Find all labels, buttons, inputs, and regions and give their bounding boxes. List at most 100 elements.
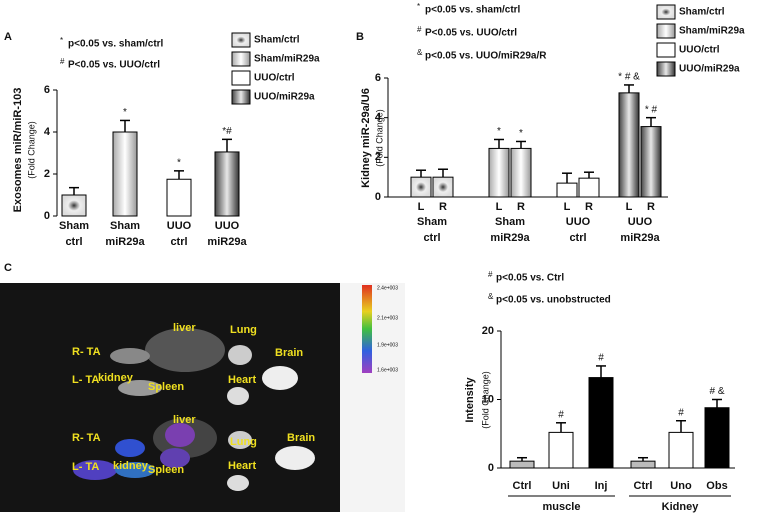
legend-swatch bbox=[656, 61, 676, 77]
x-tick-label: ctrl bbox=[423, 232, 440, 244]
bar-sub-label: L bbox=[564, 201, 571, 213]
bar-sub-label: R bbox=[647, 201, 655, 213]
significance: * bbox=[497, 126, 501, 137]
image-label: L- TA bbox=[72, 461, 99, 473]
significance: * bbox=[519, 128, 523, 139]
significance: # & bbox=[709, 386, 724, 397]
x-tick-label: ctrl bbox=[569, 232, 586, 244]
note-mark: & bbox=[417, 48, 423, 57]
legend-swatch bbox=[231, 32, 251, 48]
image-label: Brain bbox=[287, 432, 315, 444]
chart: 0 10 20 Intensity (Fold Change) # p<0.05 vs. C… bbox=[464, 270, 735, 513]
legend-label: UUO/miR29a bbox=[254, 92, 315, 103]
y-tick-label: 6 bbox=[375, 72, 381, 84]
x-tick-label: miR29a bbox=[490, 232, 530, 244]
x-tick-label: ctrl bbox=[65, 236, 82, 248]
note-mark: # bbox=[417, 25, 422, 34]
note-mark: & bbox=[488, 292, 494, 301]
bar bbox=[61, 194, 87, 217]
x-tick-label: ctrl bbox=[170, 236, 187, 248]
x-tick-label: Obs bbox=[706, 480, 727, 492]
bar bbox=[588, 377, 614, 469]
significance: # bbox=[558, 409, 564, 420]
bar bbox=[112, 131, 138, 217]
chart: 0 2 4 6 Exosomes miR/miR-103 (Fold Change) * p<… bbox=[12, 32, 320, 248]
y-tick-label: 2 bbox=[375, 151, 381, 163]
significance: # bbox=[598, 353, 604, 364]
significance: * # bbox=[645, 104, 658, 115]
bar bbox=[488, 147, 510, 198]
legend-swatch bbox=[656, 23, 676, 39]
y-tick-label: 2 bbox=[44, 168, 50, 180]
image-label: liver bbox=[173, 322, 196, 334]
x-tick-label: Uni bbox=[552, 480, 570, 492]
bar-sub-label: R bbox=[439, 201, 447, 213]
note: P<0.05 vs. UUO/ctrl bbox=[425, 28, 517, 39]
image-label: R- TA bbox=[72, 432, 101, 444]
note: p<0.05 vs. sham/ctrl bbox=[425, 5, 521, 16]
y-axis-label: Exosomes miR/miR-103 bbox=[12, 88, 24, 213]
panel-label: B bbox=[356, 31, 364, 43]
legend-label: Sham/miR29a bbox=[254, 54, 320, 65]
x-tick-label: UUO bbox=[628, 216, 653, 228]
legend-label: UUO/ctrl bbox=[679, 45, 720, 56]
image-label: Heart bbox=[228, 460, 256, 472]
y-axis-sublabel: (Fold Change) bbox=[374, 109, 384, 167]
x-tick-label: UUO bbox=[167, 220, 192, 232]
note: p<0.05 vs. unobstructed bbox=[496, 295, 611, 306]
x-tick-label: miR29a bbox=[620, 232, 660, 244]
note: p<0.05 vs. Ctrl bbox=[496, 273, 564, 284]
image-label: Lung bbox=[230, 436, 257, 448]
image-label: kidney bbox=[113, 460, 149, 472]
bar bbox=[704, 407, 730, 469]
legend-swatch bbox=[231, 51, 251, 67]
significance: * # & bbox=[618, 72, 640, 83]
y-tick-label: 20 bbox=[482, 325, 494, 337]
x-tick-label: miR29a bbox=[207, 236, 247, 248]
x-tick-label: Uno bbox=[670, 480, 692, 492]
image-label: Spleen bbox=[148, 381, 184, 393]
y-axis-sublabel: (Fold Change) bbox=[480, 371, 490, 429]
note-mark: * bbox=[60, 36, 63, 45]
significance: # bbox=[678, 407, 684, 418]
scale-label: 1.9e+003 bbox=[377, 342, 398, 348]
legend-label: Sham/ctrl bbox=[254, 35, 300, 46]
y-tick-label: 0 bbox=[488, 462, 494, 474]
note: p<0.05 vs. sham/ctrl bbox=[68, 39, 164, 50]
bar bbox=[410, 176, 432, 198]
y-axis-label: Intensity bbox=[464, 377, 476, 423]
image-label: liver bbox=[173, 414, 196, 426]
y-axis-label: Kidney miR-29a/U6 bbox=[360, 88, 372, 188]
y-tick-label: 4 bbox=[375, 112, 382, 124]
legend-swatch bbox=[656, 42, 676, 58]
significance: * bbox=[123, 107, 127, 118]
x-tick-label: miR29a bbox=[105, 236, 145, 248]
bar-sub-label: L bbox=[496, 201, 503, 213]
bar bbox=[578, 177, 600, 198]
y-tick-label: 6 bbox=[44, 84, 50, 96]
bar bbox=[618, 92, 640, 198]
significance: *# bbox=[222, 126, 232, 137]
bar bbox=[640, 126, 662, 198]
panel-label: C bbox=[4, 262, 12, 274]
y-tick-label: 0 bbox=[375, 191, 381, 203]
note: P<0.05 vs. UUO/ctrl bbox=[68, 60, 160, 71]
image-label: Spleen bbox=[148, 464, 184, 476]
image-label: R- TA bbox=[72, 346, 101, 358]
x-tick-label: UUO bbox=[566, 216, 591, 228]
x-tick-label: Ctrl bbox=[634, 480, 653, 492]
x-tick-label: Sham bbox=[59, 220, 89, 232]
bar-sub-label: L bbox=[626, 201, 633, 213]
x-tick-label: Ctrl bbox=[513, 480, 532, 492]
note: p<0.05 vs. UUO/miR29a/R bbox=[425, 51, 547, 62]
legend-label: Sham/ctrl bbox=[679, 7, 725, 18]
group-label: Kidney bbox=[662, 501, 700, 513]
bar bbox=[630, 460, 656, 469]
bar-sub-label: R bbox=[517, 201, 525, 213]
x-tick-label: Sham bbox=[110, 220, 140, 232]
y-tick-label: 10 bbox=[482, 393, 494, 405]
significance: * bbox=[177, 157, 181, 168]
bar bbox=[510, 147, 532, 198]
x-tick-label: UUO bbox=[215, 220, 240, 232]
